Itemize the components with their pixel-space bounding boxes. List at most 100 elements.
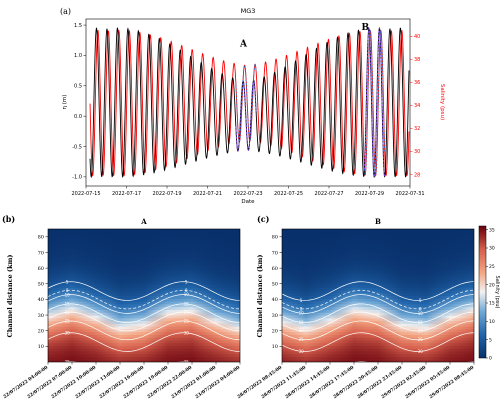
contour-label-8: 8 — [66, 288, 69, 293]
heatmap-row — [282, 314, 474, 319]
contour-10 — [282, 294, 474, 314]
heatmap-row — [282, 262, 474, 266]
x-tick-label: 2022-07-19 — [152, 191, 181, 197]
heatmap-row — [282, 298, 474, 302]
panel-c-label: (c) — [257, 214, 270, 224]
highlight-window-b-eta — [363, 26, 386, 179]
contour-label-15: 15 — [418, 320, 424, 325]
heatmap-row — [282, 256, 474, 261]
contour-30 — [48, 332, 240, 352]
x-tick-label: 2022-07-27 — [314, 191, 343, 197]
y-right-tick-label: 28 — [414, 172, 420, 178]
heatmap-row — [48, 231, 240, 236]
x-tick-label: 28/07/2022 17:45:00 — [308, 365, 355, 400]
contour-label-30: 30 — [418, 349, 424, 354]
heatmap-row — [282, 248, 474, 252]
contour-15 — [48, 303, 240, 323]
heatmap-row — [282, 320, 474, 324]
panel-c-y-ticks: 80 70 60 50 40 30 20 10 — [272, 235, 282, 350]
heatmap-row — [282, 312, 474, 316]
heatmap-row — [282, 345, 474, 349]
x-tick-label: 29/07/2022 02:45:00 — [380, 365, 427, 400]
heatmap-row — [48, 323, 240, 327]
x-tick-label: 2022-07-23 — [233, 191, 262, 197]
x-tick-label: 2022-07-21 — [193, 191, 222, 197]
heatmap-row — [282, 278, 474, 283]
contour-label-30: 30 — [65, 330, 71, 335]
panel-a-x-ticks: 2022-07-15 2022-07-17 2022-07-19 2022-07-21… — [71, 186, 425, 197]
contour-5 — [282, 281, 474, 301]
contour-label-25: 25 — [184, 319, 190, 324]
panel-b-y-ticks: 80 70 60 50 40 30 20 10 — [38, 235, 48, 350]
y-right-tick-label: 38 — [414, 57, 420, 63]
contour-label-5: 5 — [66, 279, 69, 284]
contour-label-35: 35 — [418, 378, 424, 383]
heatmap-row — [282, 325, 474, 330]
y-tick-label: 40 — [38, 297, 44, 303]
colorbar-ticks: 35 30 25 20 15 10 5 0 — [486, 227, 495, 362]
heatmap-row — [282, 284, 474, 288]
contour-5 — [48, 281, 240, 301]
panel-a-label: (a) — [60, 7, 71, 16]
heatmap-row — [282, 265, 474, 269]
heatmap-row — [282, 273, 474, 277]
contour-label-15: 15 — [65, 301, 71, 306]
contour-label-20: 20 — [299, 328, 305, 333]
contour-label-25: 25 — [418, 337, 424, 342]
x-tick-label: 22/07/2022 13:00:00 — [74, 365, 121, 400]
panel-b-label: (b) — [2, 214, 15, 224]
heatmap-row — [282, 267, 474, 272]
y-tick-label: 40 — [272, 297, 278, 303]
y-tick-label: 80 — [272, 235, 278, 241]
contour-label-20: 20 — [65, 310, 71, 315]
heatmap-row — [48, 251, 240, 255]
heatmap-row — [282, 231, 474, 236]
colorbar-tick-label: 25 — [489, 264, 495, 270]
contour-10 — [48, 294, 240, 314]
y-tick-label: 1.0 — [74, 53, 82, 59]
contour-8 — [282, 289, 474, 310]
contour-label-15: 15 — [184, 301, 190, 306]
y-tick-label: 80 — [38, 235, 44, 241]
y-tick-label: 0.5 — [74, 84, 82, 90]
heatmap-row — [48, 350, 240, 355]
heatmap-row — [282, 328, 474, 333]
heatmap-row — [282, 289, 474, 294]
contour-label-5: 5 — [185, 279, 188, 284]
x-tick-label: 22/07/2022 07:00:00 — [26, 365, 73, 400]
heatmap-row — [282, 245, 474, 249]
heatmap-row — [48, 270, 240, 274]
contour-label-30: 30 — [184, 330, 190, 335]
heatmap-row — [48, 234, 240, 238]
heatmap-row — [48, 339, 240, 344]
colorbar-tick-label: 0 — [489, 356, 492, 362]
y-tick-label: 30 — [272, 313, 278, 319]
heatmap-row — [282, 348, 474, 352]
y-tick-label: 0.0 — [74, 114, 82, 120]
heatmap-row — [282, 359, 474, 362]
x-tick-label: 29/07/2022 05:45:00 — [404, 365, 451, 400]
heatmap-row — [48, 314, 240, 319]
contour-label-25: 25 — [65, 319, 71, 324]
x-tick-label: 22/07/2022 10:00:00 — [50, 365, 97, 400]
contour-label-8: 8 — [185, 288, 188, 293]
contour-label-25: 25 — [299, 337, 305, 342]
contour-label-10: 10 — [418, 311, 424, 316]
colorbar-tick-label: 35 — [489, 227, 495, 233]
y-tick-label: 20 — [38, 329, 44, 335]
heatmap-row — [282, 331, 474, 335]
y-tick-label: 10 — [272, 344, 278, 350]
x-tick-label: 28/07/2022 08:45:00 — [236, 365, 283, 400]
heatmap-row — [48, 345, 240, 349]
y-tick-label: 50 — [272, 282, 278, 288]
heatmap-row — [282, 353, 474, 358]
heatmap-row — [48, 242, 240, 247]
panel-c-ylabel: Channel distance (km) — [256, 255, 264, 338]
panel-a-plot-area — [89, 26, 410, 179]
heatmap-row — [48, 309, 240, 313]
heatmap-row — [282, 337, 474, 341]
